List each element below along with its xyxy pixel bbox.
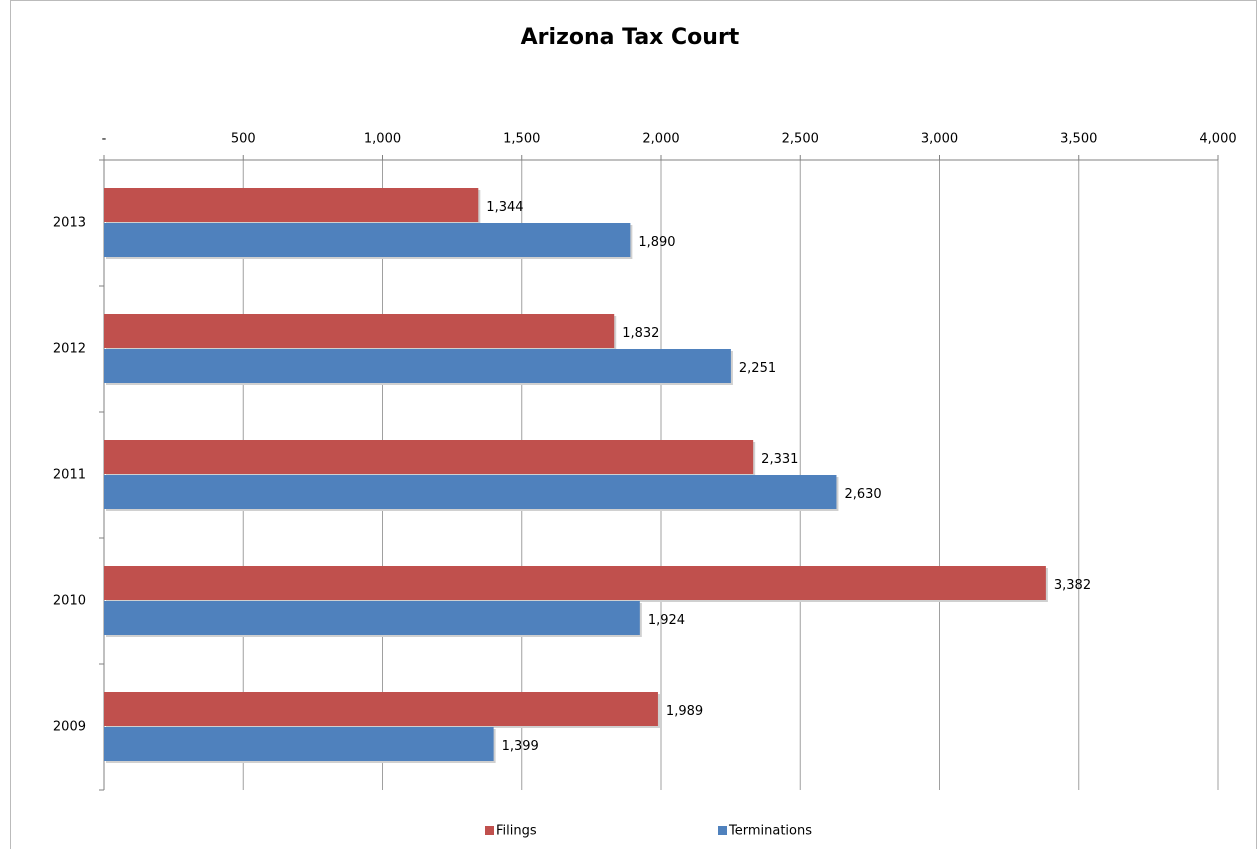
bar — [104, 188, 479, 222]
data-label: 1,344 — [486, 200, 523, 215]
bar — [104, 727, 494, 761]
y-tick-label: 2010 — [53, 594, 86, 609]
bar — [104, 601, 640, 635]
y-tick-label: 2009 — [53, 720, 86, 735]
bar — [104, 692, 658, 726]
y-tick-label: 2012 — [53, 342, 86, 357]
data-label: 1,399 — [502, 739, 539, 754]
x-tick-label: 500 — [231, 132, 256, 147]
x-tick-label: - — [102, 132, 107, 147]
bar — [104, 440, 754, 474]
bar — [104, 566, 1046, 600]
bar — [104, 314, 615, 348]
data-label: 1,924 — [648, 613, 685, 628]
chart-title: Arizona Tax Court — [521, 25, 740, 50]
data-label: 2,331 — [761, 452, 798, 467]
data-label: 1,989 — [666, 704, 703, 719]
legend-label: Terminations — [728, 824, 812, 839]
y-tick-label: 2011 — [53, 468, 86, 483]
x-tick-label: 3,000 — [921, 132, 958, 147]
data-label: 3,382 — [1054, 578, 1091, 593]
bar — [104, 223, 631, 257]
legend-swatch — [485, 826, 494, 835]
data-label: 2,251 — [739, 361, 776, 376]
x-tick-label: 2,000 — [642, 132, 679, 147]
legend-label: Filings — [496, 824, 537, 839]
data-label: 1,832 — [622, 326, 659, 341]
x-tick-label: 3,500 — [1060, 132, 1097, 147]
data-label: 2,630 — [844, 487, 881, 502]
x-tick-label: 1,000 — [364, 132, 401, 147]
legend-swatch — [718, 826, 727, 835]
data-label: 1,890 — [638, 235, 675, 250]
x-tick-label: 1,500 — [503, 132, 540, 147]
bar — [104, 349, 731, 383]
bar — [104, 475, 837, 509]
x-tick-label: 2,500 — [782, 132, 819, 147]
x-tick-label: 4,000 — [1199, 132, 1236, 147]
y-tick-label: 2013 — [53, 216, 86, 231]
